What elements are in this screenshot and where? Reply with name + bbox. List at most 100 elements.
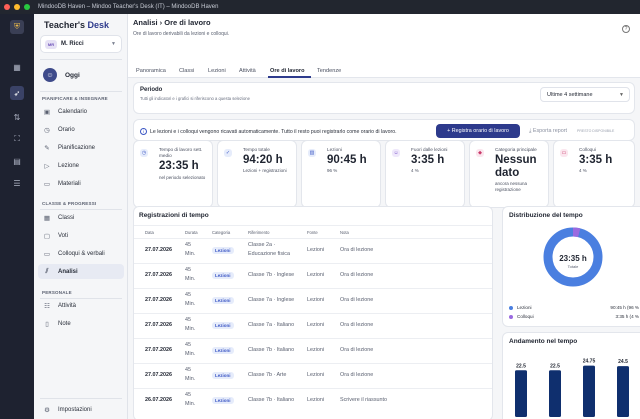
sidebar-item-oggi[interactable]: ☺ Oggi: [40, 64, 122, 86]
sidebar-item-materiali[interactable]: ▭ Materiali: [43, 180, 81, 188]
tab-ore-di-lavoro[interactable]: Ore di lavoro: [270, 68, 305, 74]
column-header[interactable]: Durata: [185, 230, 198, 235]
rocket-icon[interactable]: ➶: [10, 86, 24, 100]
period-description: Tutti gli indicatori e i grafici si rife…: [140, 96, 250, 101]
stat-card: ◆ Categoria principale Nessun dato ancor…: [469, 140, 549, 208]
window-title: MindooDB Haven – Mindoo Teacher's Desk (…: [38, 4, 219, 10]
tab-lezioni[interactable]: Lezioni: [208, 68, 226, 74]
sidebar-item-classi[interactable]: ▦ Classi: [43, 214, 75, 222]
table-row[interactable]: 27.07.2026 45 Min. Lezioni Classe 7a · Itali…: [134, 313, 492, 335]
table-row[interactable]: 27.07.2026 45 Min. Lezioni Classe 2a · Educaz…: [134, 238, 492, 260]
duration-cell: 45: [185, 317, 191, 323]
table-row[interactable]: 27.07.2026 45 Min. Lezioni Classe 7b · Ingle…: [134, 263, 492, 285]
tag-icon: ◆: [476, 149, 484, 157]
bar-value-label: 22.5: [550, 363, 560, 369]
minimize-window-button[interactable]: [14, 4, 20, 10]
table-row[interactable]: 26.07.2026 45 Min. Lezioni Classe 7b · Itali…: [134, 388, 492, 410]
stat-sub: ancora nessuna registrazione: [495, 181, 528, 192]
column-header[interactable]: Data: [145, 230, 154, 235]
register-time-button[interactable]: + Registra orario di lavoro: [436, 124, 520, 138]
scan-icon[interactable]: ⛶: [14, 134, 20, 143]
user-name: M. Ricci: [61, 41, 84, 47]
table-row[interactable]: 27.07.2026 45 Min. Lezioni Classe 7b · Arte L…: [134, 363, 492, 385]
active-tab-indicator: [268, 76, 311, 78]
sidebar-item-pianificazione[interactable]: ✎ Pianificazione: [38, 140, 124, 155]
sort-icon[interactable]: ⇅: [13, 112, 21, 122]
tab-attivita[interactable]: Attività: [239, 68, 256, 74]
avatar: MR: [45, 39, 57, 49]
legend-item: Lezioni 90:45 h (96 %: [509, 305, 639, 310]
reference-cell: Classe 7b · Italiano: [248, 397, 295, 403]
stat-label: Lezioni: [327, 147, 342, 152]
sidebar-item-note[interactable]: ▯ Note: [38, 316, 124, 331]
note-cell: Ora di lezione: [340, 272, 374, 278]
duration-cell: 45: [185, 267, 191, 273]
sidebar-item-voti[interactable]: ▢ Voti: [43, 232, 69, 240]
tab-classi[interactable]: Classi: [179, 68, 195, 74]
divider: [40, 298, 122, 299]
date-cell: 27.07.2026: [145, 272, 172, 278]
column-header[interactable]: Nota: [340, 230, 349, 235]
stat-value: 3:35 h: [411, 154, 445, 166]
maximize-window-button[interactable]: [24, 4, 30, 10]
info-icon: i: [140, 128, 147, 135]
sidebar-item-impostazioni[interactable]: ⚙ Impostazioni: [38, 402, 124, 417]
reference-cell: Classe 7a · Inglese: [248, 297, 295, 303]
check-circle-icon: ✓: [224, 149, 232, 157]
sidebar-item-analisi[interactable]: ⫽ Analisi: [38, 264, 124, 279]
bar-2: [583, 365, 595, 417]
pencil-icon: ✎: [44, 144, 50, 152]
divider: [40, 398, 122, 399]
period-card: Periodo Tutti gli indicatori e i grafici…: [133, 82, 635, 114]
export-report-button[interactable]: ⤓ Esporta report: [528, 127, 568, 135]
table-row[interactable]: 27.07.2026 45 Min. Lezioni Classe 7b · Itali…: [134, 338, 492, 360]
folder-icon: ▭: [43, 180, 51, 188]
column-header[interactable]: Riferimento: [248, 230, 270, 235]
chevron-down-icon: ▼: [111, 41, 116, 47]
duration-unit: Min.: [185, 326, 196, 332]
source-cell: Lezioni: [307, 347, 325, 353]
table-row[interactable]: 27.07.2026 45 Min. Lezioni Classe 7a · Ingle…: [134, 288, 492, 310]
legend-dot: [509, 305, 513, 310]
period-label: Periodo: [140, 87, 163, 93]
sidebar-item-lezione[interactable]: ▷ Lezione: [38, 158, 124, 173]
date-cell: 26.07.2026: [145, 397, 172, 403]
stat-card: ▥ Lezioni 90:45 h 96 %: [301, 140, 381, 208]
chat-icon: ▭: [43, 250, 51, 258]
tab-bar: Panoramica Classi Lezioni Attività Ore d…: [128, 48, 640, 78]
sliders-icon[interactable]: ☰: [13, 178, 21, 188]
sidebar: Teacher's Desk MR M. Ricci ▼ ☺ Oggi PIAN…: [34, 14, 128, 419]
category-badge: Lezioni: [212, 247, 234, 254]
category-badge: Lezioni: [212, 347, 234, 354]
tab-panoramica[interactable]: Panoramica: [136, 68, 166, 74]
sidebar-item-calendario[interactable]: ▣ Calendario: [43, 108, 88, 116]
dashboard-icon[interactable]: ▦: [13, 62, 21, 72]
stat-label: Tempo di lavoro sett. medio: [159, 147, 203, 158]
chat-icon: ▭: [560, 149, 568, 157]
column-header[interactable]: Fonte: [307, 230, 318, 235]
info-bar: i Le lezioni e i colloqui vengono ricava…: [133, 119, 635, 141]
stat-value: 94:20 h: [243, 154, 283, 166]
reference-cell: Classe 7b · Italiano: [248, 347, 295, 353]
duration-unit: Min.: [185, 276, 196, 282]
sidebar-item-attivita[interactable]: ☷ Attività: [38, 298, 124, 313]
reference-cell: Classe 7b · Arte: [248, 372, 287, 378]
tab-tendenze[interactable]: Tendenze: [317, 68, 342, 74]
help-icon[interactable]: ?: [622, 25, 630, 33]
stat-label: Categoria principale: [495, 147, 537, 152]
close-window-button[interactable]: [4, 4, 10, 10]
title-bar: MindooDB Haven – Mindoo Teacher's Desk (…: [0, 0, 640, 14]
period-select[interactable]: Ultime 4 settimane ▼: [540, 87, 630, 102]
date-cell: 27.07.2026: [145, 297, 172, 303]
column-header[interactable]: Categoria: [212, 230, 231, 235]
archive-icon[interactable]: ▤: [13, 156, 21, 166]
duration-cell: 45: [185, 292, 191, 298]
source-cell: Lezioni: [307, 297, 325, 303]
sidebar-item-colloqui[interactable]: ▭ Colloqui & verbali: [43, 250, 105, 258]
user-switcher[interactable]: MR M. Ricci ▼: [40, 35, 122, 53]
source-cell: Lezioni: [307, 397, 325, 403]
sidebar-item-orario[interactable]: ◷ Orario: [38, 122, 124, 137]
divider: [40, 209, 122, 210]
section-title: PIANIFICARE & INSEGNARE: [42, 96, 108, 101]
source-cell: Lezioni: [307, 372, 325, 378]
